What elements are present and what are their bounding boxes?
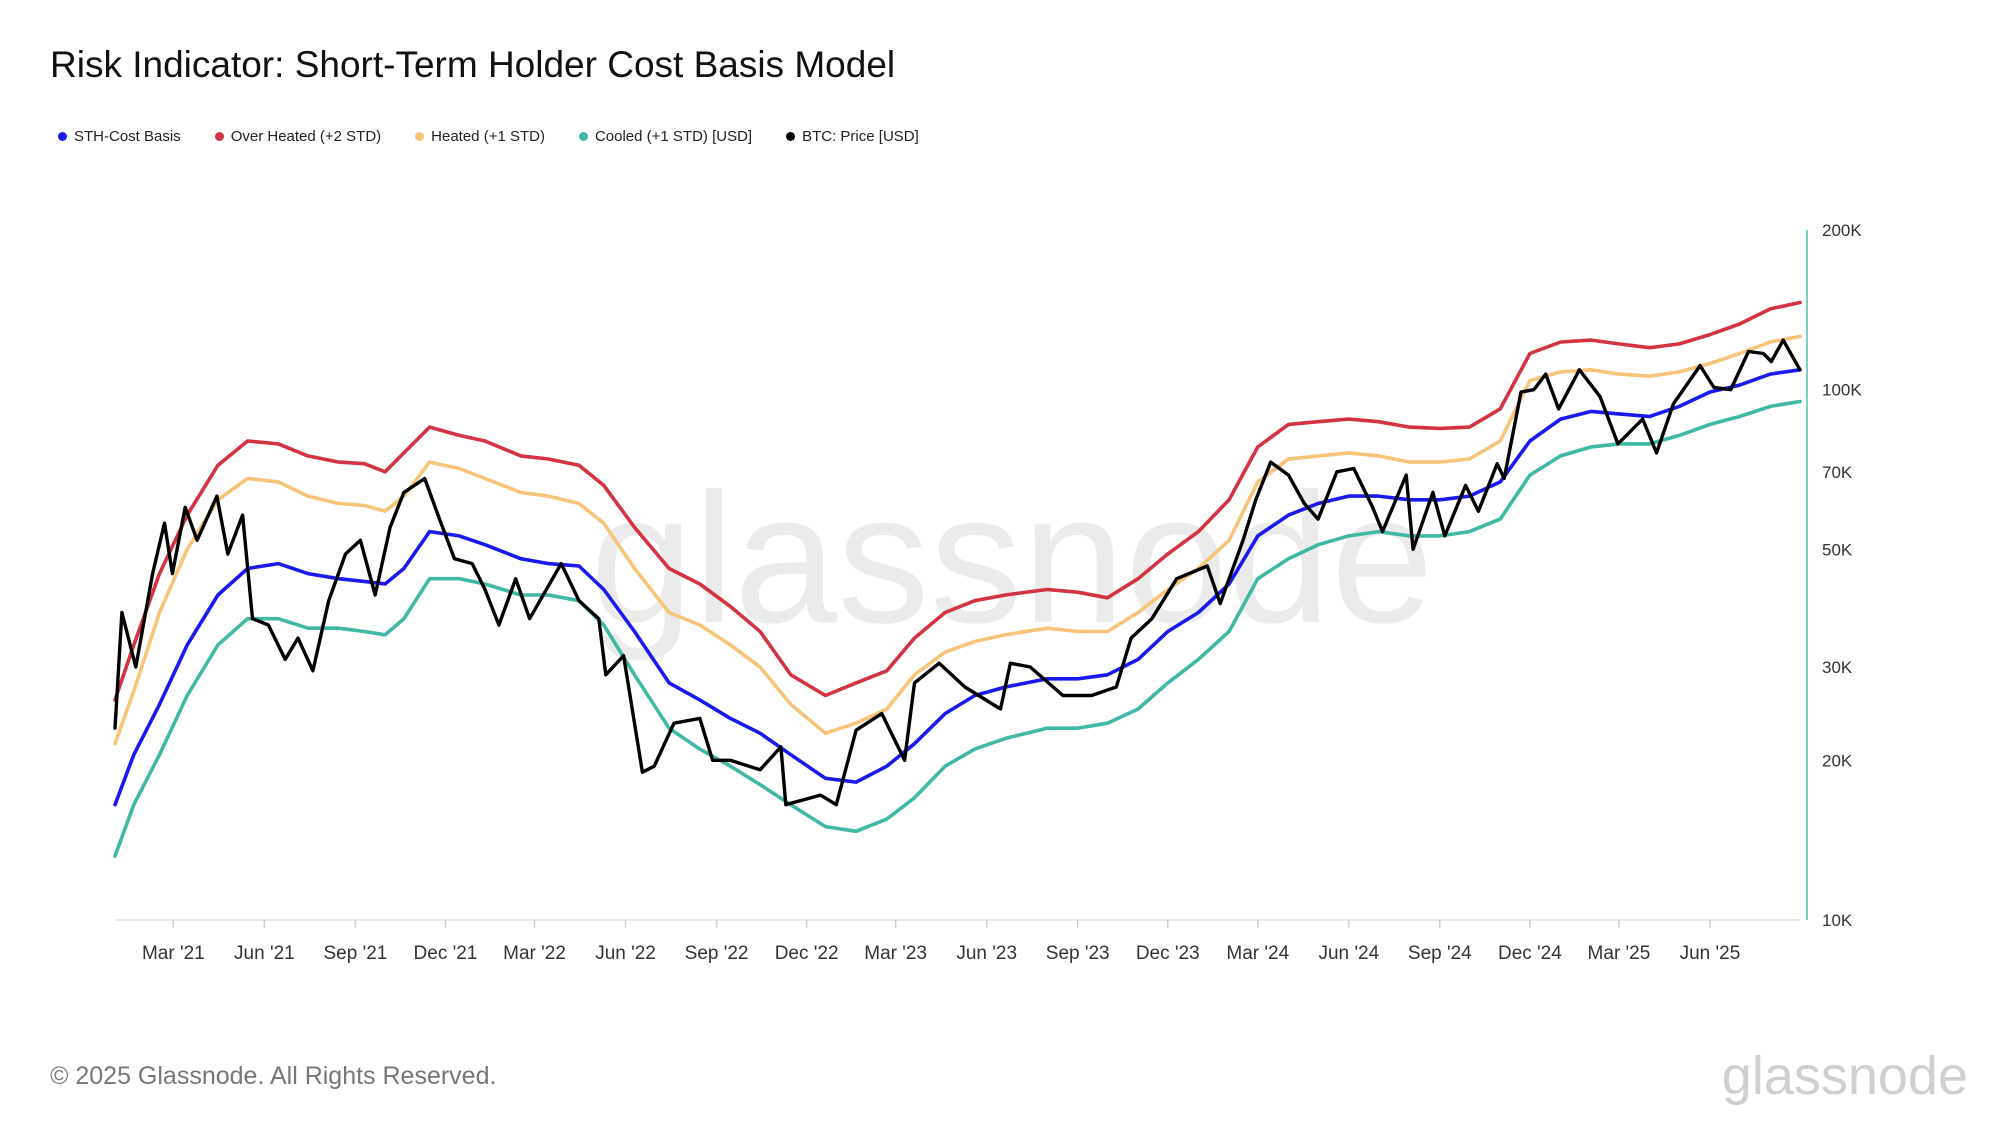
legend-item-btc-price[interactable]: BTC: Price [USD]	[786, 128, 919, 145]
x-tick-label: Dec '24	[1498, 943, 1562, 964]
watermark-text: glassnode	[590, 456, 1433, 662]
x-tick-label: Sep '24	[1408, 943, 1472, 964]
page-title: Risk Indicator: Short-Term Holder Cost B…	[50, 44, 896, 85]
x-tick-label: Sep '23	[1046, 943, 1110, 964]
legend-dot-icon	[786, 132, 796, 141]
y-axis: 10K 20K 30K 50K 70K 100K 200K	[1806, 221, 1862, 930]
x-tick-label: Mar '22	[503, 943, 566, 964]
series-line-4	[113, 338, 1802, 807]
y-tick-label: 70K	[1822, 463, 1853, 482]
legend-item-heated[interactable]: Heated (+1 STD)	[415, 128, 545, 145]
x-tick-label: Jun '25	[1680, 943, 1741, 964]
y-tick-label: 50K	[1822, 540, 1853, 559]
legend-label: BTC: Price [USD]	[802, 128, 919, 145]
x-tick-label: Jun '24	[1318, 943, 1379, 964]
x-tick-label: Mar '23	[864, 943, 927, 964]
legend-item-cooled[interactable]: Cooled (+1 STD) [USD]	[578, 128, 753, 145]
footer-copyright: © 2025 Glassnode. All Rights Reserved.	[50, 1062, 497, 1090]
legend-item-sth-cost-basis[interactable]: STH-Cost Basis	[58, 128, 181, 145]
y-tick-label: 10K	[1822, 911, 1853, 930]
y-tick-label: 100K	[1822, 381, 1862, 400]
x-axis: Mar '21 Jun '21 Sep '21 Dec '21 Mar '22 Jun '…	[115, 919, 1800, 964]
glassnode-logo: glassnode	[1721, 1046, 1968, 1106]
x-tick-label: Dec '21	[414, 943, 478, 964]
legend-label: Over Heated (+2 STD)	[230, 128, 382, 145]
legend-dot-icon	[415, 132, 425, 141]
x-tick-label: Jun '23	[956, 943, 1017, 964]
x-tick-label: Jun '21	[234, 943, 295, 964]
chart-legend: STH-Cost Basis Over Heated (+2 STD) Heat…	[58, 128, 919, 145]
y-tick-label: 200K	[1822, 221, 1862, 240]
x-tick-label: Mar '21	[142, 943, 205, 964]
x-tick-label: Sep '22	[685, 943, 749, 964]
legend-label: STH-Cost Basis	[74, 128, 181, 145]
legend-label: Cooled (+1 STD) [USD]	[594, 128, 753, 145]
legend-dot-icon	[58, 132, 67, 141]
legend-item-over-heated[interactable]: Over Heated (+2 STD)	[214, 128, 382, 145]
legend-dot-icon	[578, 132, 588, 141]
x-tick-label: Sep '21	[324, 943, 388, 964]
series-line-0	[113, 300, 1802, 702]
legend-dot-icon	[214, 132, 224, 141]
x-tick-label: Mar '25	[1588, 943, 1651, 964]
y-tick-label: 30K	[1822, 658, 1853, 677]
x-tick-label: Dec '23	[1136, 943, 1200, 964]
series-line-3	[113, 399, 1802, 858]
y-tick-label: 20K	[1822, 751, 1853, 770]
x-tick-label: Dec '22	[775, 943, 839, 964]
series-line-2	[113, 367, 1802, 807]
x-tick-label: Mar '24	[1226, 943, 1289, 964]
series-line-1	[113, 334, 1802, 746]
series-layer	[113, 300, 1802, 858]
legend-label: Heated (+1 STD)	[431, 128, 545, 145]
x-tick-label: Jun '22	[595, 943, 656, 964]
